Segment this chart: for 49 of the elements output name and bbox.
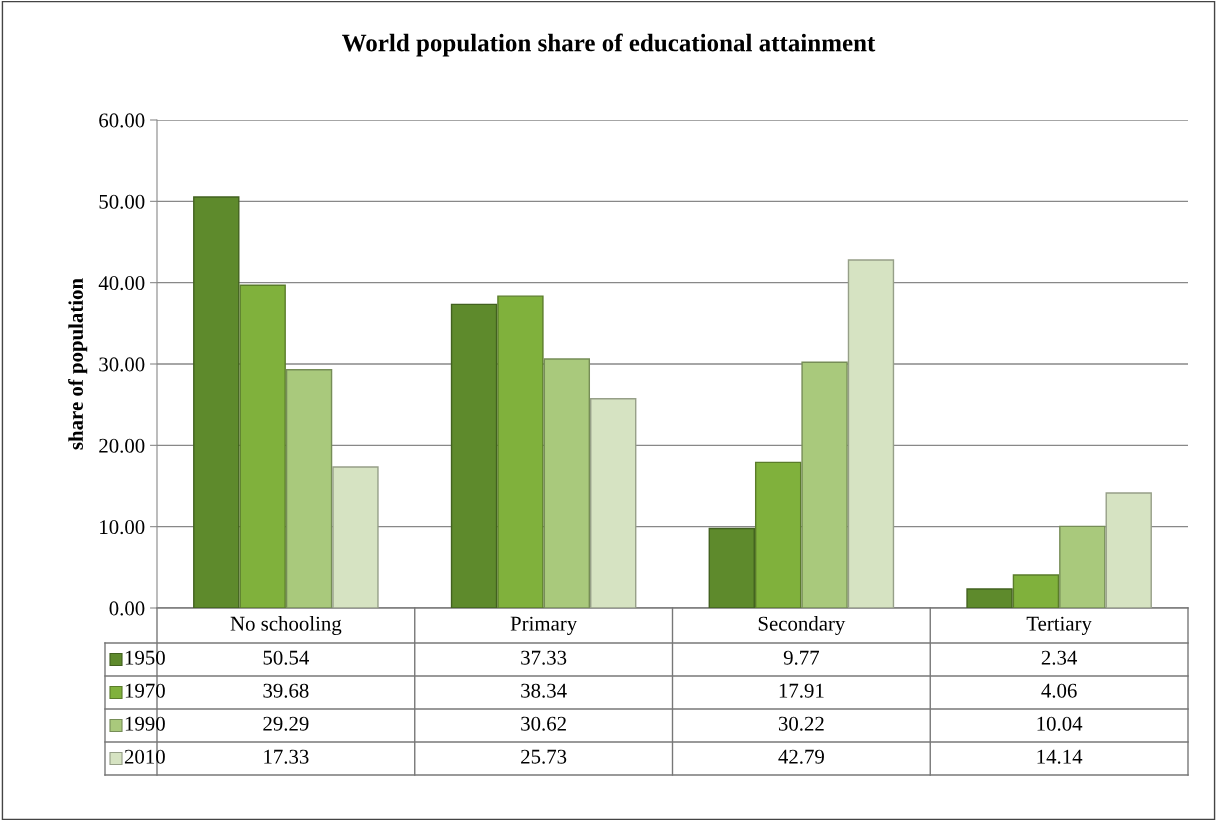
data-label: 50.54 [263, 650, 309, 665]
bar [1012, 574, 1060, 608]
bar [450, 303, 498, 608]
data-label: 30.22 [778, 716, 824, 731]
data-label: 42.79 [778, 749, 824, 764]
data-label: 29.29 [263, 716, 309, 731]
y-tick-label: 20.00 [99, 438, 145, 453]
bar [239, 284, 286, 608]
data-label: 30.62 [521, 716, 566, 731]
bar [497, 295, 544, 608]
x-tick-label: No schooling [230, 616, 342, 635]
data-label: 17.91 [779, 683, 824, 698]
data-label: 17.33 [264, 749, 309, 764]
bar [285, 369, 333, 608]
bar [193, 196, 240, 608]
legend-label: 2010 [124, 749, 165, 764]
y-tick-label: 40.00 [98, 276, 145, 291]
bar [543, 358, 591, 608]
legend-label: 1950 [125, 650, 165, 665]
x-tick-label: Tertiary [1026, 616, 1092, 635]
bar [801, 361, 848, 608]
bar [966, 588, 1013, 608]
y-tick-label: 30.00 [99, 357, 145, 372]
y-tick-label: 0.00 [109, 601, 145, 616]
y-tick-label: 10.00 [100, 520, 145, 535]
legend-label: 1970 [125, 683, 165, 698]
x-tick-label: Secondary [758, 616, 846, 635]
data-label: 2.34 [1041, 650, 1078, 665]
data-label: 39.68 [263, 683, 309, 698]
bar [754, 461, 802, 608]
bar [332, 466, 379, 608]
data-label: 14.14 [1037, 749, 1083, 764]
data-label: 25.73 [521, 749, 567, 764]
x-tick-label: Primary [510, 616, 578, 635]
bar [847, 259, 895, 608]
data-label: 4.06 [1041, 683, 1077, 698]
data-label: 38.34 [521, 683, 567, 698]
data-label: 10.04 [1037, 716, 1083, 731]
data-label: 9.77 [783, 650, 820, 665]
y-tick-label: 60.00 [99, 113, 145, 128]
bar [708, 527, 755, 608]
bar [590, 398, 637, 608]
legend-label: 1990 [125, 716, 165, 731]
bar [1059, 525, 1106, 608]
chart-title: World population share of educational attainment [342, 33, 876, 57]
y-tick-label: 50.00 [99, 194, 145, 209]
y-axis-title: share of population [68, 278, 88, 450]
bar [1105, 492, 1152, 608]
data-label: 37.33 [521, 650, 567, 665]
